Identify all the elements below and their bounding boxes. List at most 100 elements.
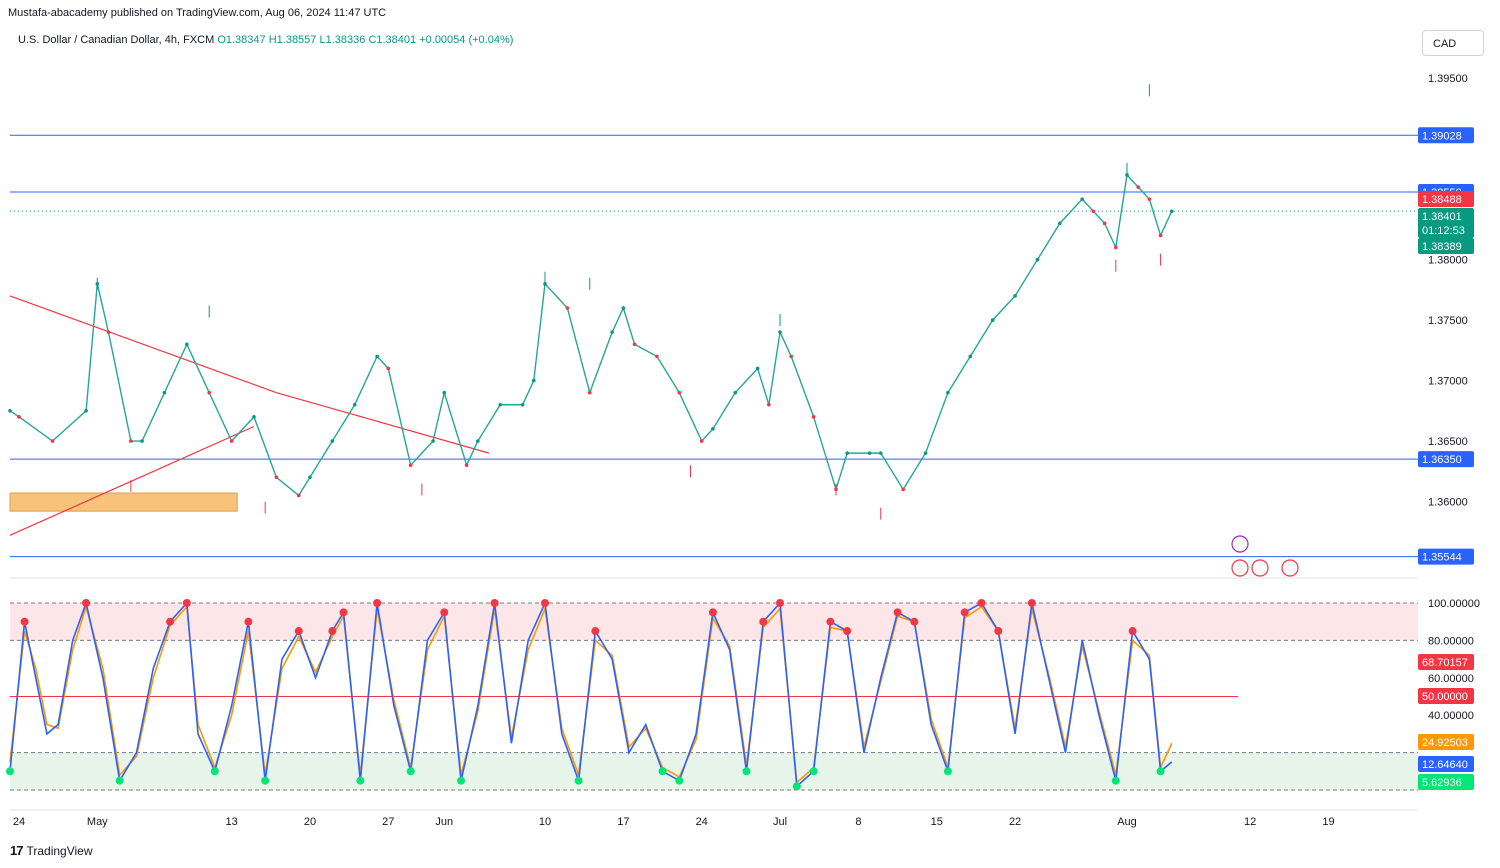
price-point	[543, 282, 547, 286]
trendline-0[interactable]	[9, 295, 277, 394]
osc-tick-3: 40.00000	[1428, 710, 1474, 722]
time-tick-13: Aug	[1117, 816, 1137, 828]
time-tick-4: 27	[382, 816, 394, 828]
overbought-marker	[1027, 599, 1036, 607]
oversold-marker	[1111, 776, 1120, 785]
price-point	[408, 463, 413, 468]
overbought-marker	[960, 608, 969, 617]
trendline-2[interactable]	[9, 425, 255, 536]
price-point	[442, 390, 447, 395]
ohlc-close: C1.38401	[368, 34, 417, 46]
price-tick-1: 1.38000	[1428, 255, 1468, 267]
price-point	[431, 439, 435, 443]
price-point	[308, 475, 312, 480]
price-point	[84, 408, 88, 413]
price-point	[699, 439, 704, 443]
price-tag-3-bg	[1418, 238, 1474, 254]
price-point	[386, 366, 391, 371]
oversold-marker	[1156, 767, 1165, 776]
time-tick-1: May	[87, 816, 108, 828]
overbought-marker	[82, 599, 91, 607]
event-flag-icon[interactable]	[1251, 559, 1269, 577]
price-point	[1114, 245, 1118, 250]
time-tick-9: Jul	[773, 816, 787, 828]
price-point	[296, 493, 301, 498]
osc-tag-0-bg	[1418, 654, 1474, 670]
price-point	[252, 415, 256, 419]
price-tick-5: 1.36000	[1428, 496, 1468, 508]
osc-tag-1: 50.00000	[1422, 691, 1468, 703]
earnings-icon[interactable]	[1231, 535, 1249, 553]
price-point	[845, 451, 849, 455]
price-point	[352, 402, 357, 407]
price-point	[733, 390, 738, 395]
price-point	[655, 354, 659, 359]
osc-tick-2: 60.00000	[1428, 673, 1474, 685]
osc-tick-1: 80.00000	[1428, 635, 1474, 647]
osc-tag-4: 5.62936	[1422, 777, 1462, 789]
symbol-name: U.S. Dollar / Canadian Dollar, 4h, FXCM	[18, 34, 215, 46]
price-point	[1013, 294, 1017, 298]
price-point	[207, 390, 212, 395]
price-point	[17, 415, 21, 419]
oversold-band	[10, 752, 1418, 790]
overbought-marker	[977, 599, 986, 607]
price-point	[520, 402, 525, 407]
overbought-marker	[759, 617, 768, 626]
price-point	[565, 306, 570, 310]
price-point	[274, 475, 279, 480]
price-point	[767, 402, 771, 407]
tradingview-logo: 17 TradingView	[10, 843, 93, 858]
price-point	[990, 318, 995, 322]
overbought-marker	[826, 617, 835, 626]
time-tick-11: 15	[931, 816, 943, 828]
publisher-note: Mustafa-abacademy published on TradingVi…	[8, 7, 387, 19]
overbought-marker	[893, 608, 902, 617]
overbought-marker	[182, 599, 191, 607]
price-tag-3: 1.38389	[1422, 241, 1462, 253]
overbought-marker	[339, 608, 348, 617]
tradingview-logo-text: TradingView	[26, 843, 93, 858]
overbought-marker	[994, 627, 1003, 636]
price-point	[464, 463, 469, 468]
tradingview-icon: 17	[10, 843, 24, 858]
time-tick-15: 19	[1322, 816, 1334, 828]
price-tag-2-bg	[1418, 222, 1474, 238]
level-tag-0: 1.39028	[1422, 130, 1462, 142]
oversold-marker	[742, 767, 751, 776]
price-point	[375, 354, 379, 359]
demand-zone	[9, 492, 238, 512]
oversold-marker	[115, 776, 124, 785]
price-tag-0: 1.38488	[1422, 194, 1462, 206]
currency-button[interactable]: CAD	[1422, 30, 1484, 56]
price-point	[229, 439, 234, 443]
price-point	[677, 390, 682, 395]
overbought-marker	[166, 617, 175, 626]
price-point	[8, 408, 12, 413]
price-point	[532, 378, 536, 383]
price-tick-4: 1.36500	[1428, 436, 1468, 448]
oversold-marker	[574, 776, 583, 785]
level-tag-3-bg	[1418, 548, 1474, 565]
price-point	[1169, 209, 1174, 214]
price-point	[1136, 185, 1140, 189]
event-flag-icon[interactable]	[1281, 559, 1299, 577]
price-tag-2: 01:12:53	[1422, 225, 1465, 237]
event-flag-icon[interactable]	[1231, 559, 1249, 577]
ohlc-high: H1.38557	[268, 34, 317, 46]
price-tick-0: 1.39500	[1428, 73, 1468, 85]
price-point	[1080, 197, 1085, 201]
price-close-line	[9, 173, 1173, 497]
trendline-1[interactable]	[276, 392, 490, 454]
oversold-marker	[658, 767, 667, 776]
price-point	[789, 354, 794, 359]
overbought-marker	[1128, 627, 1137, 636]
overbought-marker	[910, 617, 919, 626]
overbought-marker	[440, 608, 449, 617]
oversold-marker	[809, 767, 818, 776]
price-tick-3: 1.37000	[1428, 376, 1468, 388]
overbought-marker	[244, 617, 253, 626]
osc-tag-4-bg	[1418, 774, 1474, 790]
oversold-marker	[792, 782, 801, 791]
